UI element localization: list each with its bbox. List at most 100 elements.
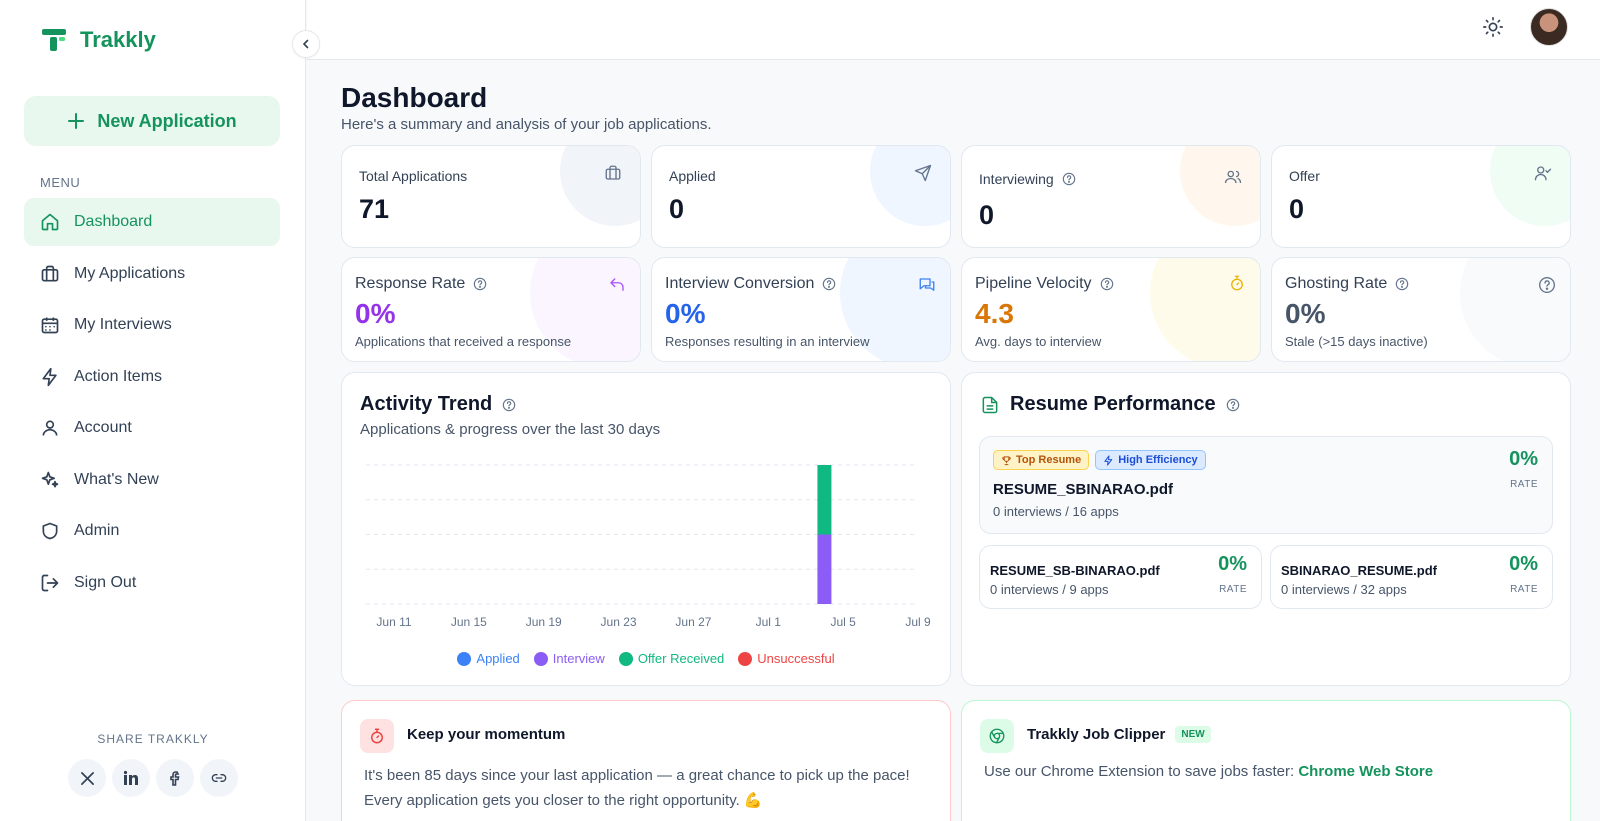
- sidebar: Trakkly New Application MENU Dashboard M…: [0, 0, 306, 821]
- share-label: SHARE TRAKKLY: [97, 732, 209, 746]
- sidebar-item-whats-new[interactable]: What's New: [24, 456, 280, 504]
- help-icon[interactable]: [1395, 277, 1409, 291]
- document-icon: [982, 396, 998, 413]
- sidebar-item-label: Admin: [74, 522, 120, 539]
- help-icon[interactable]: [473, 277, 487, 291]
- momentum-title: Keep your momentum: [407, 726, 566, 743]
- collapse-sidebar-button[interactable]: [292, 30, 320, 58]
- bar-interview[interactable]: [817, 534, 832, 605]
- badge-label: High Efficiency: [1118, 454, 1198, 466]
- resume-meta: 0 interviews / 16 apps: [993, 504, 1119, 519]
- shield-icon: [42, 522, 58, 540]
- resume-meta: 0 interviews / 32 apps: [1281, 582, 1407, 597]
- home-icon: [41, 213, 59, 231]
- sidebar-item-my-applications[interactable]: My Applications: [24, 250, 280, 298]
- share-link-button[interactable]: [200, 759, 238, 797]
- share-linkedin-button[interactable]: [112, 759, 150, 797]
- calendar-icon: [41, 317, 59, 334]
- briefcase-icon: [605, 165, 621, 180]
- sparkles-icon: [41, 471, 59, 487]
- chart-legend: Applied Interview Offer Received Unsucce…: [342, 651, 950, 666]
- lightning-icon: [42, 367, 57, 386]
- legend-item-interview[interactable]: Interview: [533, 651, 605, 666]
- help-icon[interactable]: [502, 398, 516, 412]
- user-icon: [42, 420, 58, 436]
- top-resume-card[interactable]: Top Resume High Efficiency RESUME_SBINAR…: [979, 436, 1553, 534]
- stat-card-offer: Offer 0: [1271, 145, 1571, 248]
- metric-card-pipeline-velocity: Pipeline Velocity 4.3 Avg. days to inter…: [961, 257, 1261, 362]
- resume-meta: 0 interviews / 9 apps: [990, 582, 1109, 597]
- legend-item-unsuccessful[interactable]: Unsuccessful: [738, 651, 835, 666]
- share-facebook-button[interactable]: [156, 759, 194, 797]
- legend-item-offer-received[interactable]: Offer Received: [618, 651, 724, 666]
- menu-label: MENU: [40, 175, 81, 190]
- stat-card-total-applications: Total Applications 71: [341, 145, 641, 248]
- legend-dot: [533, 651, 548, 666]
- high-efficiency-badge: High Efficiency: [1095, 450, 1206, 470]
- momentum-card: Keep your momentum It's been 85 days sin…: [341, 700, 951, 821]
- metric-value: 4.3: [975, 298, 1014, 329]
- sidebar-item-label: What's New: [74, 470, 159, 488]
- new-application-button[interactable]: New Application: [24, 96, 280, 146]
- stat-value: 0: [1289, 194, 1305, 224]
- bar-offer-received[interactable]: [817, 465, 832, 535]
- top-resume-badge: Top Resume: [993, 450, 1090, 470]
- avatar[interactable]: [1530, 8, 1568, 46]
- trakkly-logo-icon: [42, 29, 66, 51]
- sidebar-item-label: Dashboard: [74, 213, 153, 230]
- clipper-title: Trakkly Job Clipper: [1027, 726, 1166, 743]
- logo[interactable]: Trakkly: [40, 26, 156, 54]
- sidebar-item-account[interactable]: Account: [24, 404, 280, 452]
- legend-label: Applied: [476, 651, 520, 666]
- trophy-icon: [1002, 455, 1011, 465]
- topbar: [307, 0, 1600, 60]
- chevron-left-icon: [302, 39, 309, 49]
- legend-dot: [738, 651, 753, 666]
- help-icon[interactable]: [1226, 398, 1240, 412]
- stat-card-interviewing: Interviewing 0: [961, 145, 1261, 248]
- stopwatch-icon: [1231, 275, 1243, 291]
- card-decoration: [560, 146, 640, 226]
- metric-label: Pipeline Velocity: [975, 275, 1092, 292]
- metric-label: Response Rate: [355, 275, 466, 292]
- share-x-button[interactable]: [68, 759, 106, 797]
- help-icon[interactable]: [1100, 277, 1114, 291]
- link-icon: [211, 774, 227, 782]
- user-check-icon: [1534, 166, 1552, 181]
- x-tick-label: Jul 5: [830, 615, 856, 629]
- legend-label: Unsuccessful: [757, 651, 835, 666]
- x-tick-label: Jun 11: [376, 615, 411, 629]
- activity-title: Activity Trend: [360, 393, 493, 415]
- metric-description: Avg. days to interview: [975, 334, 1102, 349]
- chrome-icon: [989, 728, 1005, 744]
- briefcase-icon: [41, 265, 59, 281]
- stopwatch-icon: [371, 728, 383, 744]
- resume-card[interactable]: SBINARAO_RESUME.pdf 0 interviews / 32 ap…: [1270, 545, 1553, 609]
- x-tick-label: Jun 27: [675, 615, 711, 629]
- legend-dot: [618, 651, 633, 666]
- sidebar-item-sign-out[interactable]: Sign Out: [24, 559, 280, 607]
- sidebar-item-action-items[interactable]: Action Items: [24, 353, 280, 401]
- resume-card[interactable]: RESUME_SB-BINARAO.pdf 0 interviews / 9 a…: [979, 545, 1262, 609]
- x-tick-label: Jun 23: [601, 615, 637, 629]
- share-buttons: [68, 759, 238, 797]
- theme-toggle-button[interactable]: [1482, 16, 1504, 43]
- sidebar-item-my-interviews[interactable]: My Interviews: [24, 301, 280, 349]
- x-icon: [80, 771, 94, 785]
- facebook-icon: [170, 771, 180, 786]
- linkedin-icon: [123, 770, 138, 785]
- sidebar-item-admin[interactable]: Admin: [24, 507, 280, 555]
- chat-icon: [919, 278, 935, 291]
- new-application-label: New Application: [97, 110, 237, 131]
- sign-out-icon: [41, 574, 59, 591]
- sun-icon: [1483, 17, 1503, 37]
- legend-item-applied[interactable]: Applied: [457, 651, 520, 666]
- help-icon[interactable]: [1062, 172, 1076, 186]
- chrome-web-store-link[interactable]: Chrome Web Store: [1298, 763, 1434, 780]
- resume-title: Resume Performance: [1010, 393, 1216, 415]
- help-icon[interactable]: [822, 277, 836, 291]
- card-decoration: [1490, 146, 1570, 226]
- stat-label: Applied: [669, 168, 716, 184]
- sidebar-item-dashboard[interactable]: Dashboard: [24, 198, 280, 246]
- reply-icon: [610, 278, 624, 291]
